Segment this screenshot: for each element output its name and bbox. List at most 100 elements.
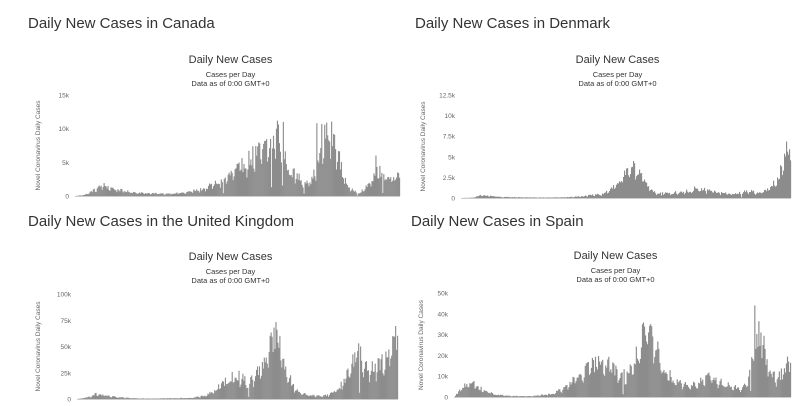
bar [688,192,690,198]
bar [638,363,641,397]
bar [297,179,299,196]
bar [520,197,522,198]
bar [705,375,707,397]
bar [476,196,478,198]
bar [488,392,490,397]
bar [159,398,161,399]
bar [755,348,757,397]
bar [556,390,558,397]
bar [694,186,696,198]
bar [227,174,229,196]
bar [126,397,128,399]
bar [340,161,343,196]
bar [601,361,603,397]
bar [211,189,214,196]
bar [286,377,288,399]
bar [664,373,666,397]
bar [181,192,183,196]
bar [337,389,339,399]
bar [695,188,697,198]
bar [174,193,176,196]
bar [333,391,335,399]
bar [208,183,211,196]
bar [366,187,368,196]
bar [486,195,488,198]
bar [395,326,397,399]
bar [160,398,162,399]
bar [268,351,270,399]
bar [272,352,274,399]
bar [525,197,527,198]
bar [572,376,574,397]
bar [494,394,497,397]
bar [166,398,168,399]
bar [353,366,355,399]
bar [379,165,381,196]
bar [214,389,216,399]
bar [197,396,199,399]
bar [766,359,768,397]
bar [745,385,747,397]
bar [312,394,314,399]
bar [158,194,160,196]
bar [561,392,563,397]
bar [536,197,538,198]
bar [293,392,296,399]
bar [187,191,189,196]
bar [391,181,393,196]
bar [335,169,338,196]
bar [607,193,609,198]
bar [255,369,258,399]
bar [293,168,295,196]
bar [619,181,621,198]
bar [610,369,612,397]
bar [744,190,746,198]
bar [742,193,744,198]
bar [595,367,598,397]
bar [711,382,713,397]
bar [394,336,396,399]
bar [740,194,742,198]
bar [206,395,208,399]
bar [324,124,326,196]
bar [176,398,178,399]
bar [284,369,286,399]
bar [772,372,774,397]
bar [726,386,728,397]
bar [171,193,173,196]
bar [229,175,231,196]
bar [194,190,196,196]
bar [218,184,220,196]
bar [558,197,560,198]
bar [361,189,363,196]
bar-series [462,141,792,198]
bar [739,392,742,397]
bar [611,187,613,198]
bar [179,398,181,399]
bar [733,194,735,198]
bar [330,158,332,196]
bar [303,193,305,196]
bar [251,165,253,196]
bar [731,389,733,397]
bar [728,384,730,397]
bar [390,177,392,196]
bar [260,375,262,399]
bar [515,395,517,397]
bar [95,192,97,196]
bar [686,384,689,397]
bar [661,195,663,198]
bar [562,197,564,198]
bar [82,398,84,399]
bar [224,377,226,399]
bar [629,364,631,397]
bar [164,194,166,196]
bar [275,128,278,196]
bar [336,161,339,196]
bar [106,395,108,399]
bar [651,326,653,397]
bar [302,394,304,399]
bar [510,197,512,198]
